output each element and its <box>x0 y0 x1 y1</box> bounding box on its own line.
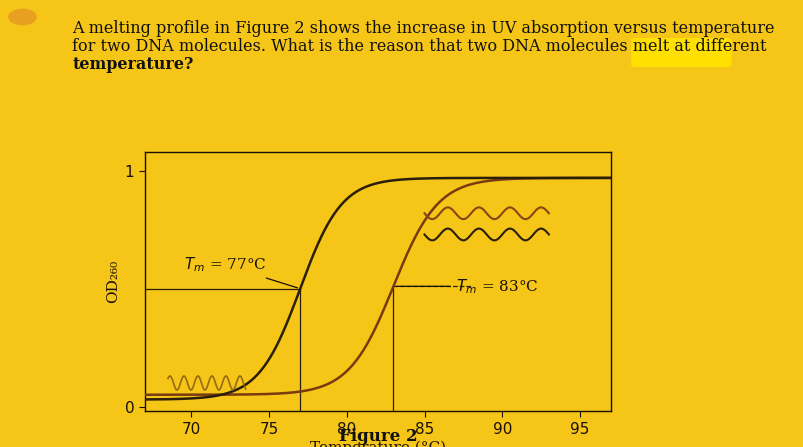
Text: for two DNA molecules. What is the reason that two DNA molecules melt at differe: for two DNA molecules. What is the reaso… <box>72 38 766 55</box>
X-axis label: Temperature (°C): Temperature (°C) <box>309 441 446 447</box>
Text: Figure 2: Figure 2 <box>338 428 417 445</box>
Text: $T_m$ = 83°C: $T_m$ = 83°C <box>396 277 537 295</box>
Text: A melting profile in Figure 2 shows the increase in UV absorption versus tempera: A melting profile in Figure 2 shows the … <box>72 20 774 37</box>
Text: $T_m$ = 77°C: $T_m$ = 77°C <box>183 256 297 288</box>
Y-axis label: OD₂₆₀: OD₂₆₀ <box>106 260 120 303</box>
Text: temperature?: temperature? <box>72 56 194 73</box>
